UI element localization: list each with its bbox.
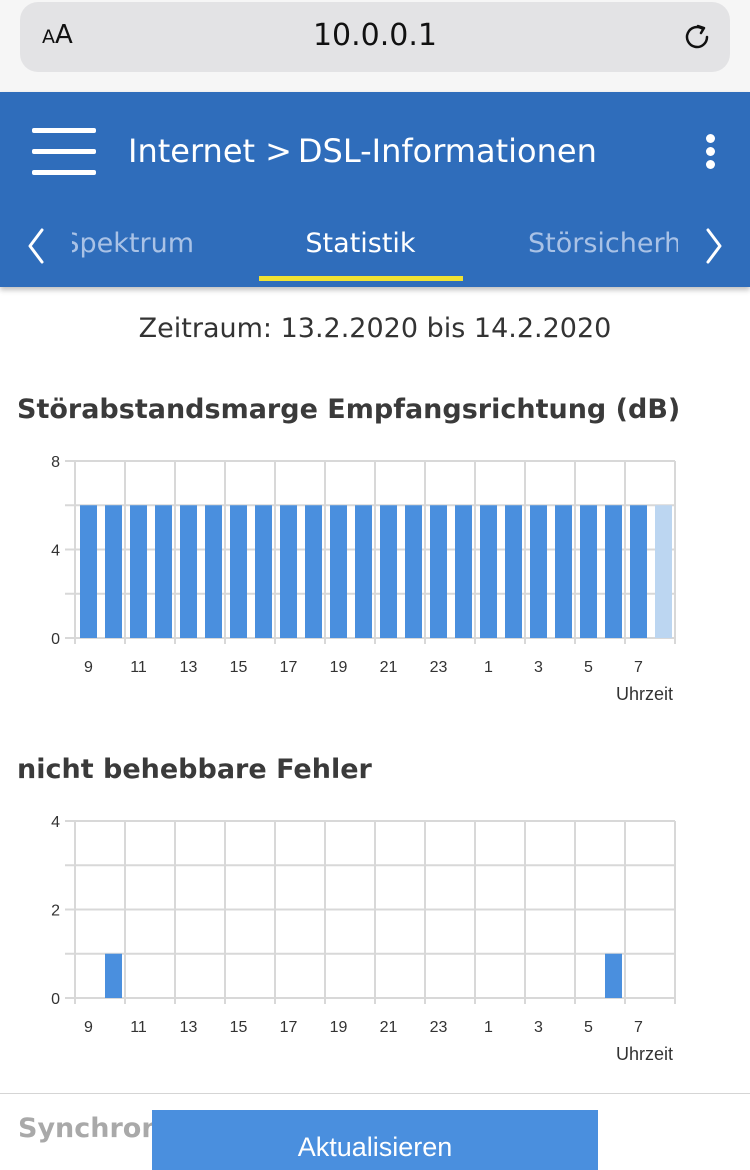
bar-hour-21 [380,505,397,638]
bar-hour-13 [180,505,197,638]
bar-hour-12 [155,505,172,638]
x-tick-label: 19 [330,659,348,676]
x-tick-label: 11 [130,659,147,676]
x-tick-label: 17 [280,1019,298,1036]
x-tick-label: 13 [180,659,198,676]
breadcrumb: Internet > DSL-Informationen [128,132,597,170]
chevron-left-icon[interactable] [22,226,52,266]
chart-title-uncorrectable-errors: nicht behebbare Fehler [17,754,372,785]
bar-hour-6 [605,505,622,638]
bar-hour-23 [430,505,447,638]
bar-hour-2 [505,505,522,638]
bar-hour-16 [255,505,272,638]
y-tick-label: 0 [51,631,60,648]
reload-icon[interactable] [680,20,714,54]
x-tick-label: 1 [484,659,493,676]
text-size-button[interactable]: AA [42,20,73,50]
tab-spektrum[interactable]: Spektrum [72,228,194,259]
bar-hour-10 [105,505,122,638]
x-tick-label: 9 [84,1019,93,1036]
breadcrumb-separator: > [265,132,292,170]
bar-hour-9 [80,505,97,638]
x-tick-label: 15 [230,659,248,676]
browser-address-bar: AA 10.0.0.1 [0,0,750,92]
menu-icon[interactable] [32,128,96,176]
bar-hour-22 [405,505,422,638]
bar-hour-10 [105,953,122,998]
bar-hour-15 [230,505,247,638]
bar-hour-17 [280,505,297,638]
y-tick-label: 4 [51,543,60,560]
synchronisation-heading: Synchroni [18,1113,170,1144]
bar-hour-7 [630,505,647,638]
y-tick-label: 8 [51,454,60,471]
x-axis-label: Uhrzeit [616,1044,673,1064]
x-tick-label: 23 [430,659,448,676]
y-tick-label: 4 [51,814,60,831]
y-tick-label: 0 [51,991,60,1008]
bar-hour-5 [580,505,597,638]
tab-stoersicherheit[interactable]: Störsicherheit [528,228,678,259]
period-text: Zeitraum: 13.2.2020 bis 14.2.2020 [138,313,612,344]
bar-hour-0 [455,505,472,638]
url-text[interactable]: 10.0.0.1 [312,18,438,53]
x-tick-label: 7 [634,1019,643,1036]
bar-hour-20 [355,505,372,638]
x-axis-label: Uhrzeit [616,684,673,704]
x-tick-label: 1 [484,1019,493,1036]
url-field[interactable]: AA 10.0.0.1 [20,2,730,72]
x-tick-label: 11 [130,1019,147,1036]
x-tick-label: 3 [534,1019,543,1036]
bar-hour-19 [330,505,347,638]
x-tick-label: 3 [534,659,543,676]
bar-hour-8 [655,505,672,638]
bar-hour-1 [480,505,497,638]
x-tick-label: 15 [230,1019,248,1036]
bar-hour-4 [555,505,572,638]
bar-hour-11 [130,505,147,638]
bar-hour-6 [605,953,622,998]
x-tick-label: 19 [330,1019,348,1036]
tab-statistik[interactable]: Statistik [305,228,416,259]
x-tick-label: 23 [430,1019,448,1036]
x-tick-label: 7 [634,659,643,676]
x-tick-label: 9 [84,659,93,676]
x-tick-label: 5 [584,1019,593,1036]
active-tab-indicator [259,276,463,281]
chart-title-snr-margin: Störabstandsmarge Empfangsrichtung (dB) [17,394,681,425]
x-tick-label: 17 [280,659,298,676]
bar-hour-3 [530,505,547,638]
app-header: Internet > DSL-Informationen Spektrum Stat… [0,92,750,287]
tab-bar: Spektrum Statistik Störsicherheit [0,214,750,287]
x-tick-label: 13 [180,1019,198,1036]
breadcrumb-internet[interactable]: Internet [128,132,256,170]
bar-hour-18 [305,505,322,638]
more-options-icon[interactable] [706,134,718,170]
y-tick-label: 2 [51,903,60,920]
x-tick-label: 5 [584,659,593,676]
chevron-right-icon[interactable] [698,226,728,266]
x-tick-label: 21 [380,659,398,676]
x-tick-label: 21 [380,1019,398,1036]
section-divider [0,1093,750,1094]
refresh-button[interactable]: Aktualisieren [152,1110,598,1170]
breadcrumb-dsl-informationen: DSL-Informationen [297,132,597,170]
bar-hour-14 [205,505,222,638]
